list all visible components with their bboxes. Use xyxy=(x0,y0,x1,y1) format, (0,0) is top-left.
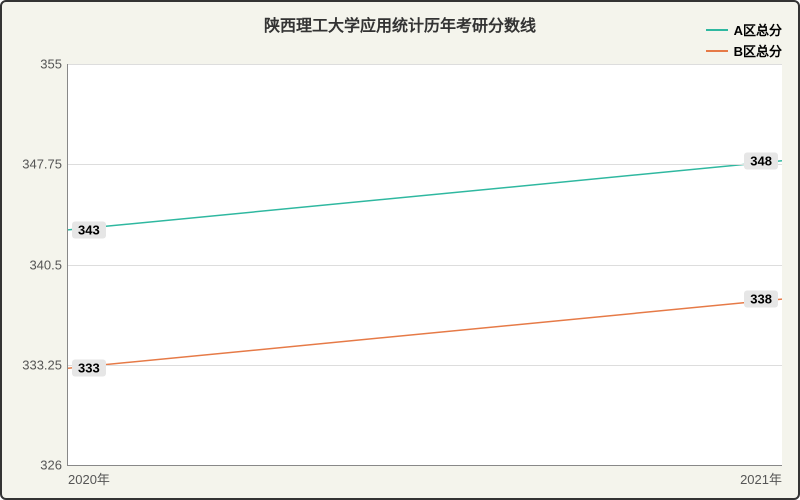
y-tick-label: 347.75 xyxy=(22,157,68,172)
legend-swatch-0 xyxy=(706,29,728,31)
grid-line xyxy=(68,64,782,65)
x-tick-label: 2021年 xyxy=(740,465,782,488)
y-tick-label: 326 xyxy=(40,458,68,473)
data-label: 343 xyxy=(72,221,106,238)
legend-item-1: B区总分 xyxy=(706,41,782,60)
legend-label-0: A区总分 xyxy=(734,20,782,39)
y-tick-label: 340.5 xyxy=(29,257,68,272)
y-tick-label: 333.25 xyxy=(22,357,68,372)
grid-line xyxy=(68,164,782,165)
grid-line xyxy=(68,265,782,266)
grid-line xyxy=(68,365,782,366)
legend-item-0: A区总分 xyxy=(706,20,782,39)
x-tick-label: 2020年 xyxy=(68,465,110,488)
chart-container: 陕西理工大学应用统计历年考研分数线 A区总分 B区总分 326 333.25 340… xyxy=(0,0,800,500)
legend-label-1: B区总分 xyxy=(734,41,782,60)
series-line-0 xyxy=(68,161,782,230)
y-tick-label: 355 xyxy=(40,57,68,72)
legend-swatch-1 xyxy=(706,50,728,52)
data-label: 348 xyxy=(744,152,778,169)
chart-title: 陕西理工大学应用统计历年考研分数线 xyxy=(264,12,536,36)
series-line-1 xyxy=(68,299,782,368)
data-label: 338 xyxy=(744,291,778,308)
plot-area: 326333.25340.5347.753552020年2021年3433483… xyxy=(67,64,782,466)
legend: A区总分 B区总分 xyxy=(706,20,782,62)
data-label: 333 xyxy=(72,360,106,377)
